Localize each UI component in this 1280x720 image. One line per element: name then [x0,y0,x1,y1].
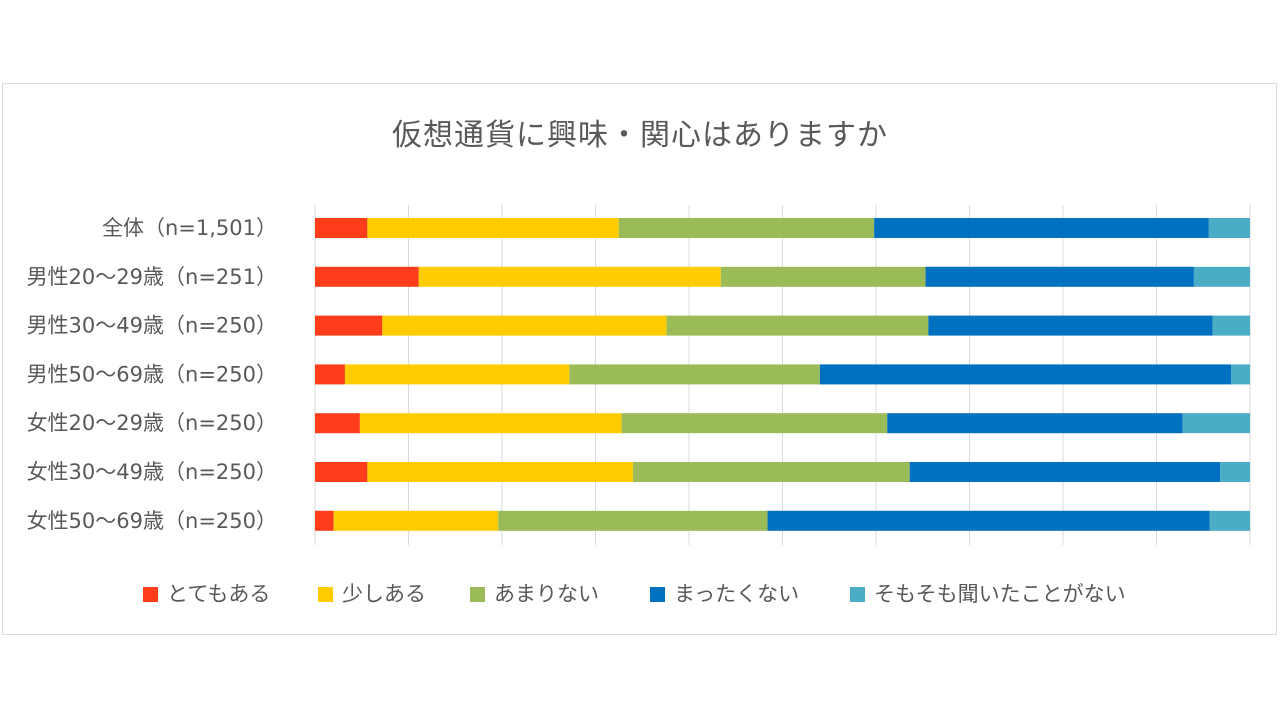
bar-segment [315,510,334,531]
bar-segment [569,364,820,385]
bar-segment [632,462,910,482]
legend-label: とてもある [167,582,271,606]
bar-segment [720,266,926,287]
bar-segment [418,266,721,287]
bar-segment [315,218,368,238]
category-label: 男性30～49歳（n=250） [27,314,277,338]
bar-segment [333,510,499,531]
bar-segment [315,413,360,434]
bar-segment [1208,218,1250,238]
bar-segment [666,315,929,336]
bar-segment [909,462,1221,482]
category-label: 男性20～29歳（n=251） [27,265,277,289]
legend-swatch [850,587,865,602]
legend-label: そもそも聞いたことがない [874,582,1126,606]
bar-segment [1182,413,1250,434]
legend-item: まったくない [650,578,799,608]
category-labels: 全体（n=1,501） 男性20～29歳（n=251） 男性30～49歳（n=250… [27,216,277,533]
bar-segment [618,218,875,238]
bar-segment [1220,462,1250,482]
bar-segment [874,218,1209,238]
bar-segment [359,413,622,434]
bar-segment [1212,315,1250,336]
category-label: 女性30～49歳（n=250） [27,460,277,484]
category-label: 男性50～69歳（n=250） [27,362,277,386]
bar-segment [315,462,368,482]
bar-segment [315,266,419,287]
legend-item: あまりない [470,578,599,608]
bar-segment [819,364,1232,385]
category-label: 女性20～29歳（n=250） [27,411,277,435]
bar-segment [1231,364,1250,385]
legend-swatch [650,587,665,602]
bar-segment [1209,510,1250,531]
bars [315,218,1250,531]
legend-item: とてもある [143,578,270,608]
bar-segment [767,510,1210,531]
chart-title: 仮想通貨に興味・関心はありますか [392,118,888,153]
legend-item: 少しある [318,578,426,608]
bar-segment [887,413,1183,434]
legend-swatch [318,587,333,602]
bar-segment [382,315,667,336]
legend-swatch [143,587,158,602]
legend-label: まったくない [674,582,800,606]
bar-segment [344,364,570,385]
legend-item: そもそも聞いたことがない [850,578,1126,608]
bar-segment [367,462,633,482]
bar-segment [367,218,619,238]
legend-label: あまりない [494,582,599,606]
legend: とてもある 少しある あまりない まったくない そもそも聞いたことがない [0,578,1280,608]
legend-swatch [470,587,485,602]
bar-segment [1193,266,1250,287]
bar-segment [928,315,1213,336]
bar-segment [498,510,768,531]
category-label: 女性50～69歳（n=250） [27,509,277,533]
bar-segment [315,364,345,385]
chart-frame [2,83,1277,635]
bar-segment [925,266,1194,287]
category-label: 全体（n=1,501） [102,216,277,240]
bar-segment [621,413,888,434]
bar-segment [315,315,383,336]
legend-label: 少しある [342,582,426,606]
